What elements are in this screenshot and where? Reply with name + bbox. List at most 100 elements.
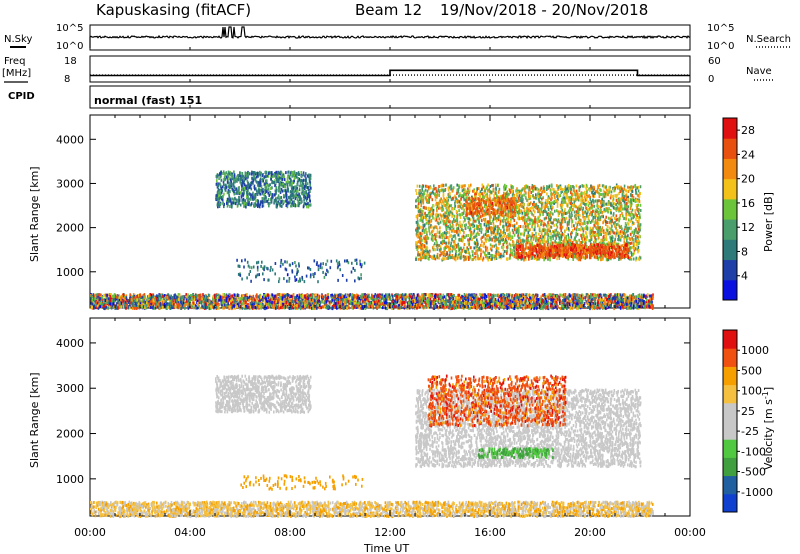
data-cell xyxy=(359,304,361,308)
data-cell xyxy=(236,297,239,300)
data-cell xyxy=(582,294,585,298)
nave-tick-high: 60 xyxy=(708,56,721,67)
data-cell xyxy=(240,297,242,301)
data-cell xyxy=(150,305,152,309)
data-cell xyxy=(457,300,459,304)
data-cell xyxy=(125,297,128,301)
data-cell xyxy=(483,296,486,300)
data-cell xyxy=(220,178,223,182)
data-cell xyxy=(281,302,284,306)
data-cell xyxy=(353,294,356,298)
data-cell xyxy=(437,300,439,304)
data-cell xyxy=(271,293,274,297)
data-cell xyxy=(191,296,193,300)
data-cell xyxy=(364,293,367,297)
data-cell xyxy=(111,303,114,306)
data-cell xyxy=(291,187,293,191)
data-cell xyxy=(459,298,461,302)
data-cell xyxy=(462,296,464,300)
data-cell xyxy=(539,299,542,303)
data-cell xyxy=(262,179,265,183)
data-cell xyxy=(428,294,430,298)
data-cell xyxy=(632,297,634,301)
data-cell xyxy=(337,298,339,302)
data-cell xyxy=(448,304,451,308)
data-cell xyxy=(571,295,573,299)
data-cell xyxy=(182,296,184,300)
data-cell xyxy=(495,300,498,304)
data-cell xyxy=(245,205,247,209)
data-cell xyxy=(513,294,516,298)
data-cell xyxy=(397,293,399,297)
data-cell xyxy=(269,183,271,187)
data-cell xyxy=(534,302,537,306)
data-cell xyxy=(225,171,228,175)
data-cell xyxy=(208,307,211,311)
data-cell xyxy=(469,293,472,297)
data-cell xyxy=(109,297,111,301)
data-cell xyxy=(490,299,493,303)
data-cell xyxy=(174,293,176,297)
data-cell xyxy=(201,304,203,308)
data-cell xyxy=(101,297,103,301)
data-cell xyxy=(149,300,152,304)
data-cell xyxy=(374,297,377,301)
data-cell xyxy=(522,293,525,297)
data-cell xyxy=(351,302,354,306)
data-cell xyxy=(511,295,513,299)
data-cell xyxy=(520,300,522,303)
data-cell xyxy=(384,301,386,305)
data-cell xyxy=(279,300,281,304)
data-cell xyxy=(562,295,565,299)
data-cell xyxy=(526,296,529,300)
data-cell xyxy=(91,302,94,306)
data-cell xyxy=(384,306,387,310)
data-cell xyxy=(530,297,532,300)
data-cell xyxy=(106,301,108,305)
data-cell xyxy=(241,294,243,298)
data-cell xyxy=(159,302,162,306)
data-cell xyxy=(339,293,342,297)
data-cell xyxy=(131,306,134,310)
data-cell xyxy=(288,302,290,306)
data-cell xyxy=(646,293,649,297)
data-cell xyxy=(272,175,274,179)
data-cell xyxy=(206,299,209,302)
data-cell xyxy=(144,306,146,310)
data-cell xyxy=(627,304,630,307)
data-cell xyxy=(398,306,401,310)
data-cell xyxy=(168,302,171,306)
cpid-strip: CPID normal (fast) 151 xyxy=(8,85,691,109)
nsky-tick-high: 10^5 xyxy=(56,23,83,34)
data-cell xyxy=(645,296,647,300)
data-cell xyxy=(485,303,487,307)
data-cell xyxy=(93,306,95,310)
data-cell xyxy=(412,305,414,309)
data-cell xyxy=(399,300,402,303)
data-cell xyxy=(285,301,288,304)
data-cell xyxy=(135,295,138,299)
data-cell xyxy=(650,294,652,298)
data-cell xyxy=(507,306,509,310)
data-cell xyxy=(324,295,326,299)
data-cell xyxy=(306,186,309,190)
data-cell xyxy=(505,301,508,305)
data-cell xyxy=(263,294,266,298)
data-cell xyxy=(499,294,501,298)
data-cell xyxy=(579,299,582,303)
data-cell xyxy=(570,305,572,308)
data-cell xyxy=(332,294,335,298)
data-cell xyxy=(284,297,287,301)
data-cell xyxy=(579,294,581,298)
data-cell xyxy=(120,305,122,309)
data-cell xyxy=(609,299,612,303)
data-cell xyxy=(185,302,187,306)
data-cell xyxy=(522,300,525,304)
nsearch-tick-low: 10^0 xyxy=(707,41,734,52)
data-cell xyxy=(313,299,316,303)
data-cell xyxy=(199,296,201,299)
data-cell xyxy=(385,298,388,302)
freq-frame xyxy=(89,55,691,83)
data-cell xyxy=(286,296,289,300)
